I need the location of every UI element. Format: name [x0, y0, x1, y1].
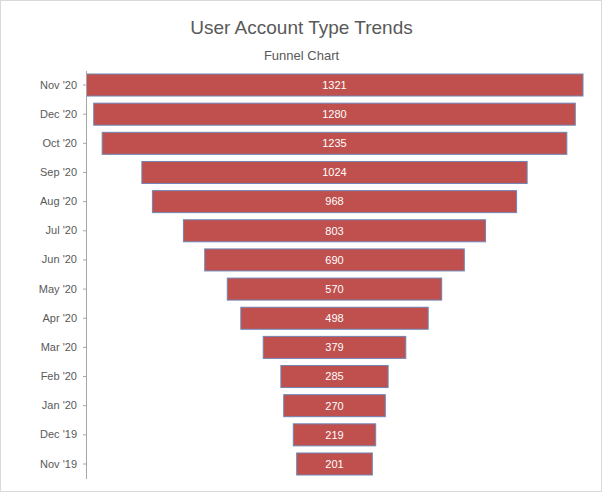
bar: [227, 278, 441, 300]
tick: Mar '20: [41, 341, 86, 353]
tick-label: Jun '20: [42, 253, 77, 265]
tick-mark: [83, 259, 86, 260]
data-label: 270: [325, 400, 343, 412]
tick-label: Dec '19: [40, 428, 77, 440]
tick: Jun '20: [42, 253, 86, 265]
data-label: 570: [325, 283, 343, 295]
data-label: 1280: [322, 108, 346, 120]
title: User Account Type Trends: [190, 17, 413, 38]
subtitle: Funnel Chart: [264, 48, 340, 63]
data-label: 1024: [322, 166, 346, 178]
bar: [293, 424, 375, 446]
bar: [263, 336, 406, 358]
chart-frame: [1, 1, 602, 492]
data-label: 379: [325, 341, 343, 353]
tick: Nov '19: [40, 458, 86, 470]
tick: May '20: [39, 283, 86, 295]
data-label: 201: [325, 458, 343, 470]
data-label: 498: [325, 312, 343, 324]
tick-label: Sep '20: [40, 166, 77, 178]
tick-label: Feb '20: [41, 370, 77, 382]
tick-mark: [83, 318, 86, 319]
data-label: 1235: [322, 137, 346, 149]
bar: [297, 453, 373, 475]
tick-mark: [83, 201, 86, 202]
tick-mark: [83, 230, 86, 231]
tick: Sep '20: [40, 166, 86, 178]
tick-label: May '20: [39, 283, 77, 295]
bar: [86, 74, 583, 96]
tick: Jul '20: [46, 224, 86, 236]
data-label: 285: [325, 370, 343, 382]
tick-label: Mar '20: [41, 341, 77, 353]
tick-mark: [83, 143, 86, 144]
tick-mark: [83, 114, 86, 115]
tick-mark: [83, 463, 86, 464]
tick-label: Jan '20: [42, 399, 77, 411]
tick: Oct '20: [42, 137, 86, 149]
bar: [241, 307, 428, 329]
tick-label: Apr '20: [42, 312, 77, 324]
tick-label: Jul '20: [46, 224, 77, 236]
tick-label: Nov '19: [40, 458, 77, 470]
bar: [142, 161, 527, 183]
tick: Jan '20: [42, 399, 86, 411]
tick-mark: [83, 289, 86, 290]
tick-mark: [83, 85, 86, 86]
bar: [152, 191, 516, 213]
data-label: 803: [325, 225, 343, 237]
category-axis: Nov '20 Dec '20 Oct '20 Sep '20 Aug '20 Jul '…: [39, 71, 87, 479]
tick: Dec '19: [40, 428, 86, 440]
tick-mark: [83, 405, 86, 406]
tick-mark: [83, 172, 86, 173]
bar: [102, 132, 567, 154]
data-label: 968: [325, 195, 343, 207]
data-labels: 1321 1280 1235 1024 968 803 690 570 498 379 285 270…: [322, 79, 346, 470]
data-label: 219: [325, 429, 343, 441]
tick-mark: [83, 347, 86, 348]
bar: [94, 103, 576, 125]
bar: [281, 366, 388, 388]
tick-label: Dec '20: [40, 108, 77, 120]
tick: Nov '20: [40, 79, 86, 91]
tick-label: Oct '20: [42, 137, 77, 149]
tick-mark: [83, 376, 86, 377]
bar: [284, 395, 386, 417]
tick-label: Nov '20: [40, 79, 77, 91]
bars: [86, 74, 583, 475]
data-label: 1321: [322, 79, 346, 91]
tick: Apr '20: [42, 312, 86, 324]
tick: Feb '20: [41, 370, 86, 382]
tick-mark: [83, 434, 86, 435]
chart: User Account Type Trends Funnel Chart Nov …: [0, 0, 603, 493]
tick: Aug '20: [40, 195, 86, 207]
tick-label: Aug '20: [40, 195, 77, 207]
tick: Dec '20: [40, 108, 86, 120]
bar: [183, 220, 485, 242]
data-label: 690: [325, 254, 343, 266]
axis-line: [86, 71, 87, 479]
bar: [205, 249, 465, 271]
